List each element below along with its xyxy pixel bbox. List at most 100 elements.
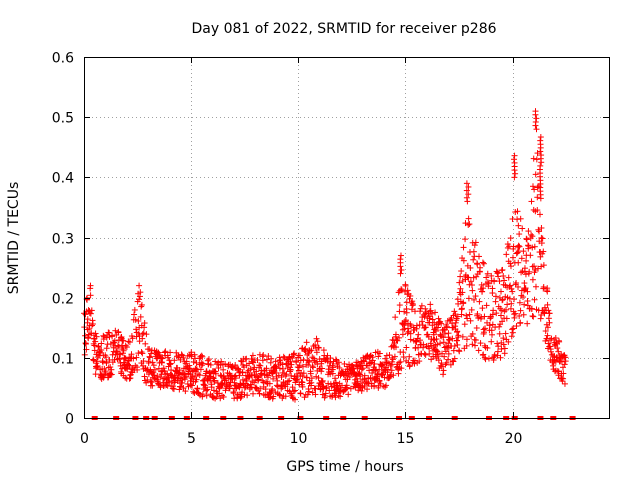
data-point xyxy=(332,356,339,363)
data-point xyxy=(308,347,315,354)
data-point xyxy=(504,301,511,308)
data-point xyxy=(468,282,475,289)
data-point xyxy=(199,360,206,367)
data-point xyxy=(306,358,313,365)
data-point xyxy=(495,343,502,350)
data-point xyxy=(345,391,352,398)
data-point xyxy=(203,387,210,394)
data-point xyxy=(287,358,294,365)
data-point xyxy=(244,392,251,399)
data-point xyxy=(107,364,114,371)
data-point xyxy=(155,381,162,388)
data-point xyxy=(239,376,246,383)
data-point xyxy=(187,381,194,388)
data-point xyxy=(183,358,190,365)
data-point xyxy=(188,375,195,382)
data-point xyxy=(84,296,91,303)
data-point xyxy=(203,392,210,399)
data-point xyxy=(516,231,523,238)
data-point xyxy=(283,371,290,378)
data-point xyxy=(288,372,295,379)
data-point xyxy=(122,374,129,381)
data-point xyxy=(292,387,299,394)
data-point xyxy=(291,396,298,403)
data-point xyxy=(120,347,127,354)
data-point xyxy=(465,295,472,302)
data-point xyxy=(517,215,524,222)
data-point xyxy=(132,316,139,323)
data-point xyxy=(141,320,148,327)
data-point xyxy=(284,378,291,385)
data-point xyxy=(479,305,486,312)
data-point xyxy=(308,379,315,386)
data-point xyxy=(151,366,158,373)
data-point xyxy=(248,356,255,363)
chart-title: Day 081 of 2022, SRMTID for receiver p28… xyxy=(191,21,496,37)
data-point xyxy=(313,335,320,342)
data-point xyxy=(263,356,270,363)
data-point xyxy=(170,386,177,393)
data-point xyxy=(505,274,512,281)
data-point xyxy=(330,364,337,371)
data-point xyxy=(511,174,518,181)
data-point xyxy=(143,379,150,386)
data-point xyxy=(101,371,108,378)
data-point xyxy=(340,371,347,378)
data-point xyxy=(473,325,480,332)
data-point xyxy=(399,331,406,338)
data-point xyxy=(136,338,143,345)
data-point xyxy=(167,361,174,368)
data-point xyxy=(142,340,149,347)
data-point xyxy=(303,339,310,346)
data-point xyxy=(121,356,128,363)
data-point xyxy=(212,370,219,377)
data-point xyxy=(102,368,109,375)
data-point xyxy=(272,358,279,365)
data-point xyxy=(293,377,300,384)
data-point xyxy=(332,394,339,401)
data-point xyxy=(494,348,501,355)
data-point xyxy=(427,301,434,308)
data-point xyxy=(208,384,215,391)
data-point xyxy=(146,346,153,353)
data-point xyxy=(178,351,185,358)
data-point xyxy=(314,338,321,345)
data-point xyxy=(94,362,101,369)
data-point xyxy=(246,360,253,367)
data-point xyxy=(462,236,469,243)
data-point xyxy=(418,302,425,309)
data-point xyxy=(548,335,555,342)
data-point xyxy=(520,311,527,318)
data-point xyxy=(150,362,157,369)
data-point xyxy=(199,353,206,360)
data-point xyxy=(257,362,264,369)
data-point xyxy=(84,316,91,323)
data-point xyxy=(532,283,539,290)
data-point xyxy=(180,385,187,392)
data-point xyxy=(256,390,263,397)
data-point xyxy=(544,288,551,295)
data-point xyxy=(247,365,254,372)
data-point xyxy=(284,381,291,388)
data-point xyxy=(397,270,404,277)
data-point xyxy=(197,366,204,373)
data-point xyxy=(270,375,277,382)
data-point xyxy=(397,252,404,259)
data-point xyxy=(340,387,347,394)
data-point xyxy=(544,301,551,308)
data-point xyxy=(131,311,138,318)
y-tick-label: 0.3 xyxy=(52,232,74,248)
data-point xyxy=(145,359,152,366)
data-point xyxy=(327,355,334,362)
data-point xyxy=(469,287,476,294)
data-point xyxy=(122,355,129,362)
data-point xyxy=(254,356,261,363)
data-point xyxy=(440,371,447,378)
data-point xyxy=(133,326,140,333)
data-points xyxy=(81,108,576,420)
data-point xyxy=(507,305,514,312)
data-point xyxy=(136,333,143,340)
data-point xyxy=(463,194,470,201)
data-point xyxy=(87,292,94,299)
data-point xyxy=(537,134,544,141)
